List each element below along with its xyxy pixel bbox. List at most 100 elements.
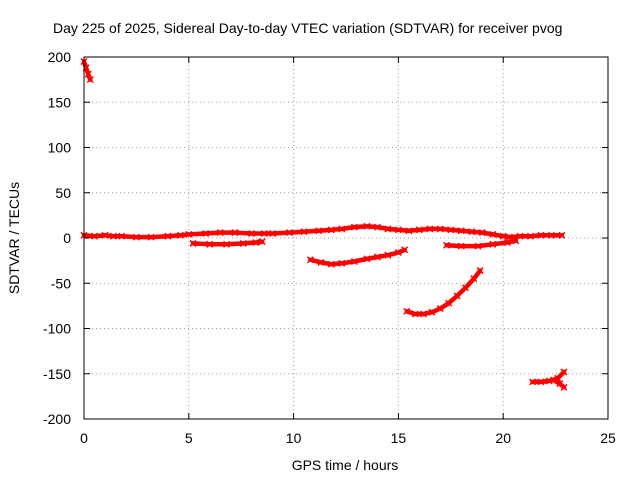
data-point: [478, 229, 486, 237]
data-point: [468, 228, 476, 236]
data-point: [327, 226, 335, 234]
data-point: [428, 308, 436, 316]
data-point: [363, 222, 371, 230]
data-point: [285, 229, 293, 237]
data-point: [373, 253, 381, 261]
data-point: [269, 229, 277, 238]
data-point: [436, 305, 444, 313]
data-point: [401, 246, 409, 254]
data-point: [453, 292, 461, 300]
y-tick-label: 150: [48, 94, 72, 110]
y-tick-label: -200: [43, 411, 71, 427]
data-point: [185, 230, 193, 238]
data-point: [558, 231, 566, 239]
data-point: [436, 225, 444, 233]
data-point: [231, 229, 239, 237]
y-tick-label: 50: [55, 185, 71, 201]
y-tick-label: 100: [48, 140, 72, 156]
chart-title: Day 225 of 2025, Sidereal Day-to-day VTE…: [53, 20, 562, 36]
data-point: [306, 256, 314, 264]
data-point: [317, 258, 325, 266]
data-point: [405, 227, 413, 235]
data-point: [206, 240, 214, 248]
data-point: [239, 239, 247, 247]
y-tick-label: 0: [63, 230, 71, 246]
data-point: [415, 226, 423, 234]
data-point: [560, 368, 568, 376]
data-point: [489, 240, 497, 248]
y-tick-label: 200: [48, 49, 72, 65]
x-tick-label: 5: [185, 430, 193, 446]
data-point: [512, 237, 520, 245]
data-point: [560, 383, 568, 391]
data-point: [338, 225, 346, 233]
x-axis-label: GPS time / hours: [292, 457, 399, 473]
data-point: [84, 70, 92, 78]
data-point: [373, 223, 381, 231]
data-point: [350, 223, 358, 231]
data-point: [327, 260, 335, 268]
data-point: [90, 232, 99, 240]
data-point: [132, 233, 140, 241]
data-point: [537, 231, 545, 239]
series-deep-arc: [404, 268, 483, 317]
data-point: [474, 242, 482, 250]
x-tick-label: 15: [391, 430, 407, 446]
data-point: [394, 226, 402, 234]
data-point: [147, 233, 155, 241]
data-point: [202, 229, 210, 238]
data-point: [338, 259, 346, 267]
data-point: [476, 267, 484, 275]
data-series: [80, 57, 568, 391]
x-tick-label: 10: [286, 430, 302, 446]
series-slight-negative-b: [444, 238, 519, 249]
data-point: [443, 241, 451, 249]
data-point: [189, 239, 197, 247]
data-point: [461, 284, 470, 292]
data-point: [499, 232, 507, 240]
data-point: [300, 228, 308, 236]
data-point: [216, 229, 224, 237]
data-point: [457, 242, 465, 250]
data-point: [526, 232, 534, 240]
y-axis-label: SDTVAR / TECUs: [6, 182, 22, 294]
x-tick-label: 0: [80, 430, 88, 446]
y-tick-label: -100: [43, 321, 71, 337]
data-point: [457, 227, 465, 235]
data-point: [101, 231, 109, 239]
data-point: [420, 310, 428, 318]
series-start-spike: [81, 59, 93, 82]
series-near-zero-main: [81, 223, 565, 240]
data-point: [86, 76, 94, 84]
data-point: [176, 231, 184, 239]
data-point: [411, 310, 419, 318]
data-point: [529, 378, 537, 386]
data-point: [363, 255, 371, 263]
data-point: [222, 240, 231, 248]
data-point: [537, 378, 545, 386]
data-point: [350, 257, 358, 266]
data-point: [445, 299, 453, 307]
y-tick-label: -50: [51, 275, 71, 291]
data-point: [403, 307, 411, 315]
data-point: [447, 226, 455, 234]
data-point: [426, 225, 434, 233]
data-point: [118, 232, 126, 240]
data-point: [505, 233, 514, 241]
x-tick-label: 20: [495, 430, 511, 446]
data-point: [470, 275, 478, 283]
data-point: [260, 229, 268, 238]
data-point: [549, 376, 558, 384]
data-point: [384, 225, 392, 233]
data-point: [315, 227, 323, 235]
data-point: [258, 238, 266, 246]
data-point: [164, 232, 172, 240]
series-dip-arc: [308, 247, 407, 267]
data-point: [394, 248, 402, 257]
y-tick-label: -150: [43, 366, 71, 382]
axes: 0 5 10 15 20 25 -200 -150 -100 -50 0 50 100 150 200: [43, 49, 616, 446]
data-point: [503, 238, 511, 247]
x-tick-label: 25: [600, 430, 616, 446]
data-point: [252, 238, 260, 247]
